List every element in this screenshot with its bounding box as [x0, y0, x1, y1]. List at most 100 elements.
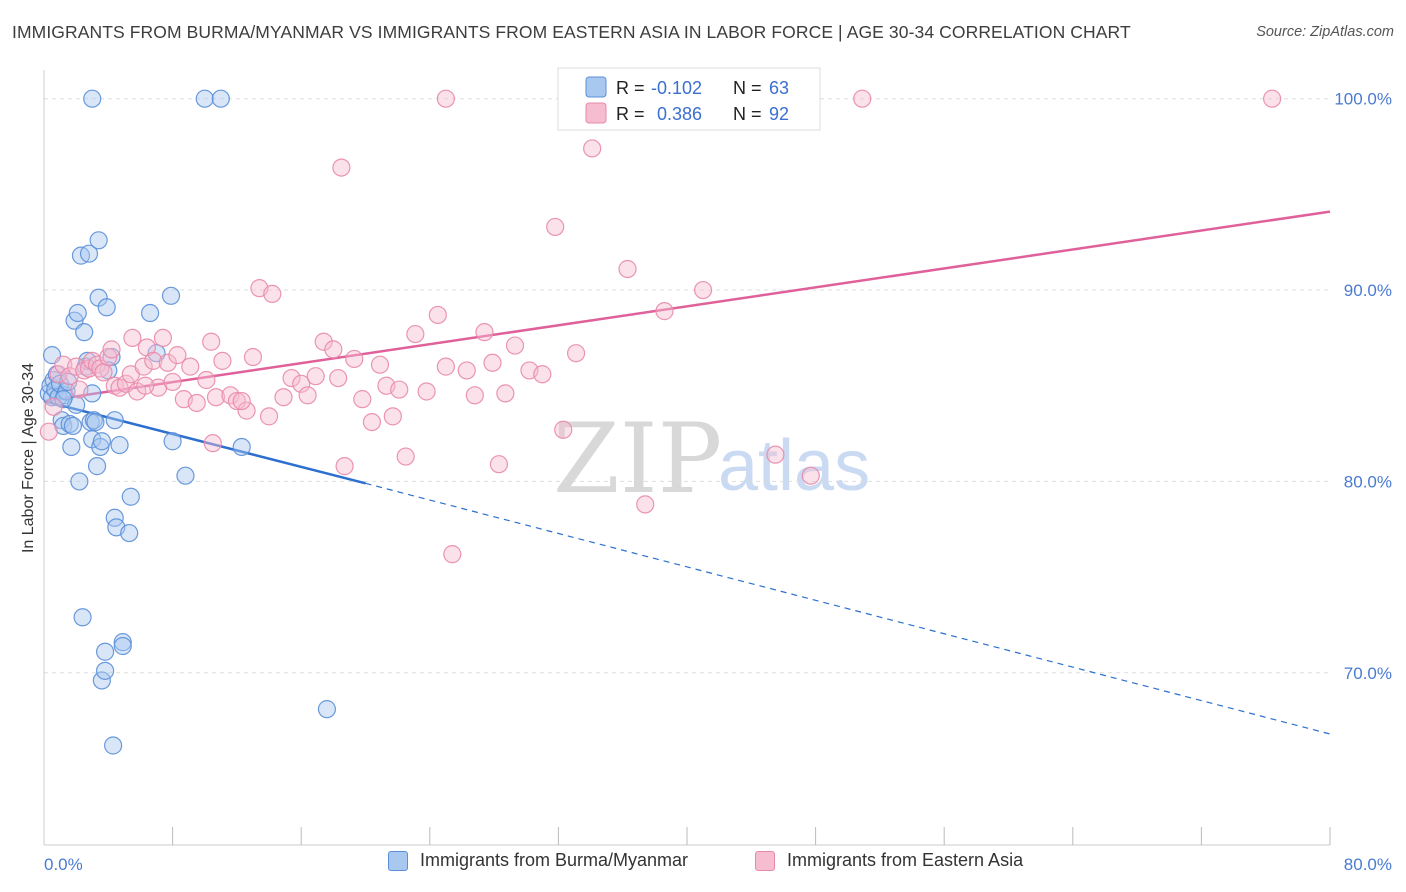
burma-trend-dashed	[365, 482, 1331, 735]
burma-point	[95, 642, 115, 661]
watermark-zip: ZIP	[553, 403, 722, 515]
y-tick-labels: 70.0% 80.0% 90.0% 100.0%	[1334, 90, 1392, 683]
burma-point	[89, 231, 108, 250]
eastern-asia-point	[443, 545, 462, 564]
x-tick-label: 0.0%	[44, 855, 83, 874]
eastern-asia-point	[636, 495, 655, 514]
eastern-asia-point	[213, 351, 232, 370]
legend-n-value: 63	[769, 78, 789, 98]
eastern-asia-point	[243, 347, 263, 367]
x-tick-labels: 0.0% 80.0%	[44, 855, 1392, 874]
eastern-asia-point	[655, 302, 674, 321]
eastern-asia-point	[259, 407, 279, 426]
eastern-asia-point	[49, 365, 68, 384]
legend-n-label: N =	[733, 78, 762, 98]
eastern-asia-point	[546, 217, 565, 237]
burma-point	[95, 661, 115, 680]
eastern-asia-point	[70, 380, 89, 399]
legend-r-label: R =	[616, 78, 645, 98]
burma-point	[110, 435, 129, 455]
burma-point	[73, 608, 92, 627]
burma-point	[75, 323, 94, 342]
burma-point	[176, 466, 195, 485]
eastern-asia-point	[457, 361, 476, 380]
chart-title: IMMIGRANTS FROM BURMA/MYANMAR VS IMMIGRA…	[12, 22, 1131, 42]
eastern-asia-point	[390, 380, 409, 399]
burma-point	[104, 736, 123, 755]
burma-point	[211, 89, 230, 108]
burma-point	[83, 89, 102, 108]
source-credit: Source: ZipAtlas.com	[1256, 24, 1394, 40]
eastern-asia-point	[203, 434, 222, 453]
burma-point	[140, 303, 160, 323]
bottom-legend-item-burma: Immigrants from Burma/Myanmar	[388, 850, 688, 871]
bottom-legend-label: Immigrants from Eastern Asia	[787, 850, 1024, 870]
eastern-asia-point	[566, 344, 586, 363]
grid	[44, 98, 1330, 674]
eastern-asia-point	[227, 391, 246, 411]
burma-point	[113, 633, 132, 652]
eastern-asia-point	[428, 305, 447, 325]
legend-swatch-eastern-asia	[585, 102, 607, 124]
burma-point	[60, 414, 79, 434]
bottom-legend-item-eastern-asia: Immigrants from Eastern Asia	[755, 850, 1023, 871]
legend-n-label: N =	[733, 104, 762, 124]
y-tick-label: 80.0%	[1344, 472, 1392, 491]
eastern-asia-point	[263, 284, 282, 303]
eastern-asia-point	[324, 340, 343, 359]
burma-point	[113, 636, 132, 656]
burma-point	[195, 89, 214, 108]
watermark-atlas: atlas	[718, 426, 870, 506]
bottom-legend-swatch-burma	[388, 850, 408, 871]
eastern-asia-point	[332, 158, 351, 177]
eastern-asia-point	[158, 353, 177, 372]
eastern-asia-point	[533, 365, 552, 384]
eastern-asia-point	[801, 466, 820, 485]
eastern-asia-point	[134, 357, 153, 376]
eastern-asia-point	[489, 455, 509, 474]
burma-point	[63, 416, 83, 436]
eastern-asia-point	[144, 351, 163, 370]
burma-point	[161, 286, 181, 305]
y-tick-label: 90.0%	[1344, 281, 1392, 300]
eastern-asia-point	[370, 355, 390, 374]
eastern-asia-point	[181, 357, 200, 376]
eastern-asia-point	[187, 393, 206, 413]
burma-point	[62, 437, 81, 457]
eastern-asia-point	[554, 420, 573, 439]
bottom-legend: Immigrants from Burma/Myanmar Immigrants…	[0, 850, 1406, 880]
burma-point	[87, 457, 107, 476]
stats-legend: R = -0.102 N = 63 R = 0.386 N = 92	[557, 67, 821, 131]
eastern-asia-point	[206, 388, 226, 407]
eastern-asia-point	[496, 384, 515, 403]
eastern-asia-point	[475, 323, 494, 342]
bottom-legend-swatch-eastern-asia	[755, 850, 775, 871]
eastern-asia-point	[102, 340, 121, 359]
eastern-asia-point	[136, 376, 155, 395]
eastern-asia-point	[168, 346, 187, 365]
eastern-asia-point	[345, 349, 364, 369]
eastern-asia-point	[853, 89, 872, 108]
eastern-asia-point	[282, 368, 301, 388]
eastern-asia-point	[396, 447, 415, 466]
legend-r-value: 0.386	[657, 104, 702, 124]
eastern-asia-point	[335, 457, 354, 476]
eastern-asia-point	[465, 386, 484, 405]
y-tick-label: 100.0%	[1334, 90, 1392, 109]
burma-point	[70, 472, 89, 491]
burma-point	[97, 298, 116, 317]
eastern-asia-point	[436, 89, 455, 108]
burma-point	[86, 412, 105, 432]
eastern-asia-point	[353, 390, 372, 409]
eastern-asia-point	[693, 280, 713, 300]
legend-r-value: -0.102	[651, 78, 702, 98]
legend-n-value: 92	[769, 104, 789, 124]
eastern-asia-point	[237, 401, 256, 420]
eastern-asia-point	[153, 328, 173, 348]
burma-point	[120, 523, 139, 543]
eastern-asia-point	[436, 357, 455, 376]
eastern-asia-point	[232, 391, 251, 411]
burma-point	[232, 437, 251, 457]
burma-point	[92, 432, 111, 451]
